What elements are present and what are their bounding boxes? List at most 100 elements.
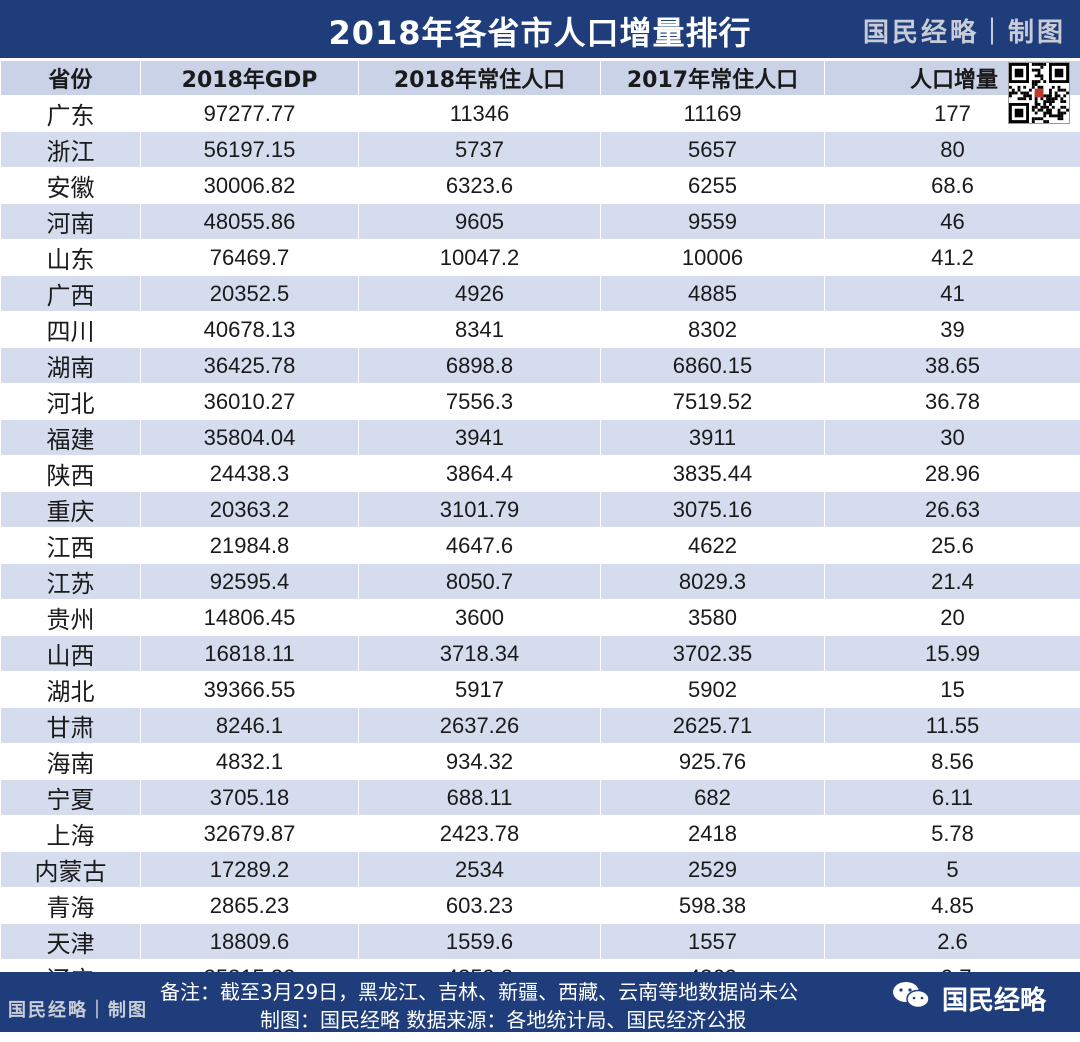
cell-province: 陕西 bbox=[0, 455, 141, 492]
cell-gdp-2018: 17289.2 bbox=[140, 851, 359, 888]
cell-province: 福建 bbox=[0, 419, 141, 456]
cell-gdp-2018: 36425.78 bbox=[140, 347, 359, 384]
cell-population-2018: 603.23 bbox=[358, 887, 601, 924]
cell-province: 上海 bbox=[0, 815, 141, 852]
cell-gdp-2018: 18809.6 bbox=[140, 923, 359, 960]
cell-population-2018: 7556.3 bbox=[358, 383, 601, 420]
table-row: 四川 40678.13 8341 8302 39 bbox=[0, 311, 1080, 348]
footer-note: 备注：截至3月29日，黑龙江、吉林、新疆、西藏、云南等地数据尚未公 bbox=[160, 980, 799, 1004]
cell-province: 河南 bbox=[0, 203, 141, 240]
cell-population-increase: 30 bbox=[824, 419, 1080, 456]
cell-population-increase: 41 bbox=[824, 275, 1080, 312]
cell-population-2018: 2423.78 bbox=[358, 815, 601, 852]
cell-population-2017: 8302 bbox=[600, 311, 825, 348]
cell-gdp-2018: 20352.5 bbox=[140, 275, 359, 312]
cell-population-2018: 2534 bbox=[358, 851, 601, 888]
cell-population-2018: 4647.6 bbox=[358, 527, 601, 564]
cell-province: 湖南 bbox=[0, 347, 141, 384]
cell-gdp-2018: 2865.23 bbox=[140, 887, 359, 924]
cell-population-2018: 9605 bbox=[358, 203, 601, 240]
footer-source: 制图：国民经略 数据来源：各地统计局、国民经济公报 bbox=[260, 1008, 747, 1032]
qr-code-icon bbox=[1008, 62, 1070, 124]
cell-population-2017: 3075.16 bbox=[600, 491, 825, 528]
cell-population-2017: 598.38 bbox=[600, 887, 825, 924]
table-row: 上海 32679.87 2423.78 2418 5.78 bbox=[0, 815, 1080, 852]
table-row: 山东 76469.7 10047.2 10006 41.2 bbox=[0, 239, 1080, 276]
cell-province: 海南 bbox=[0, 743, 141, 780]
cell-population-2017: 3580 bbox=[600, 599, 825, 636]
cell-population-2017: 2418 bbox=[600, 815, 825, 852]
cell-province: 山西 bbox=[0, 635, 141, 672]
cell-population-increase: 6.11 bbox=[824, 779, 1080, 816]
cell-gdp-2018: 3705.18 bbox=[140, 779, 359, 816]
cell-population-2017: 2529 bbox=[600, 851, 825, 888]
cell-gdp-2018: 39366.55 bbox=[140, 671, 359, 708]
footer-brand-name: 国民经略 bbox=[941, 986, 1046, 1016]
cell-population-2017: 8029.3 bbox=[600, 563, 825, 600]
cell-population-increase: 20 bbox=[824, 599, 1080, 636]
cell-province: 内蒙古 bbox=[0, 851, 141, 888]
table-row: 甘肃 8246.1 2637.26 2625.71 11.55 bbox=[0, 707, 1080, 744]
cell-population-increase: 15.99 bbox=[824, 635, 1080, 672]
table-row: 湖北 39366.55 5917 5902 15 bbox=[0, 671, 1080, 708]
cell-population-2018: 3864.4 bbox=[358, 455, 601, 492]
cell-province: 湖北 bbox=[0, 671, 141, 708]
cell-population-2017: 2625.71 bbox=[600, 707, 825, 744]
cell-population-2017: 3835.44 bbox=[600, 455, 825, 492]
cell-province: 广东 bbox=[0, 95, 141, 132]
cell-province: 浙江 bbox=[0, 131, 141, 168]
cell-population-2018: 3941 bbox=[358, 419, 601, 456]
cell-province: 江西 bbox=[0, 527, 141, 564]
table-row: 青海 2865.23 603.23 598.38 4.85 bbox=[0, 887, 1080, 924]
cell-gdp-2018: 48055.86 bbox=[140, 203, 359, 240]
table-row: 河南 48055.86 9605 9559 46 bbox=[0, 203, 1080, 240]
cell-population-2018: 11346 bbox=[358, 95, 601, 132]
cell-gdp-2018: 14806.45 bbox=[140, 599, 359, 636]
cell-population-increase: 5 bbox=[824, 851, 1080, 888]
cell-population-increase: 80 bbox=[824, 131, 1080, 168]
cell-population-2018: 3101.79 bbox=[358, 491, 601, 528]
table-row: 贵州 14806.45 3600 3580 20 bbox=[0, 599, 1080, 636]
cell-province: 贵州 bbox=[0, 599, 141, 636]
cell-province: 山东 bbox=[0, 239, 141, 276]
cell-gdp-2018: 36010.27 bbox=[140, 383, 359, 420]
cell-population-2017: 6255 bbox=[600, 167, 825, 204]
cell-population-2018: 2637.26 bbox=[358, 707, 601, 744]
column-header-gdp-2018: 2018年GDP bbox=[140, 60, 359, 96]
cell-gdp-2018: 32679.87 bbox=[140, 815, 359, 852]
cell-population-2017: 5902 bbox=[600, 671, 825, 708]
cell-population-2018: 5737 bbox=[358, 131, 601, 168]
table-row: 天津 18809.6 1559.6 1557 2.6 bbox=[0, 923, 1080, 960]
table-row: 江苏 92595.4 8050.7 8029.3 21.4 bbox=[0, 563, 1080, 600]
cell-province: 宁夏 bbox=[0, 779, 141, 816]
table-row: 广西 20352.5 4926 4885 41 bbox=[0, 275, 1080, 312]
table-row: 内蒙古 17289.2 2534 2529 5 bbox=[0, 851, 1080, 888]
cell-population-increase: 4.85 bbox=[824, 887, 1080, 924]
cell-gdp-2018: 16818.11 bbox=[140, 635, 359, 672]
table-row: 河北 36010.27 7556.3 7519.52 36.78 bbox=[0, 383, 1080, 420]
cell-population-2018: 4926 bbox=[358, 275, 601, 312]
cell-population-2018: 8341 bbox=[358, 311, 601, 348]
cell-population-2018: 6323.6 bbox=[358, 167, 601, 204]
cell-population-2017: 11169 bbox=[600, 95, 825, 132]
cell-population-increase: 8.56 bbox=[824, 743, 1080, 780]
cell-gdp-2018: 56197.15 bbox=[140, 131, 359, 168]
table-row: 陕西 24438.3 3864.4 3835.44 28.96 bbox=[0, 455, 1080, 492]
title-bar: 2018年各省市人口增量排行 国民经略｜制图 bbox=[0, 0, 1080, 58]
cell-province: 天津 bbox=[0, 923, 141, 960]
table-body: 广东 97277.77 11346 11169 177 浙江 56197.15 5737 565… bbox=[0, 95, 1080, 1032]
cell-gdp-2018: 20363.2 bbox=[140, 491, 359, 528]
cell-population-increase: 46 bbox=[824, 203, 1080, 240]
footer-brand-mark: 国民经略｜制图 bbox=[8, 1000, 148, 1021]
cell-population-2018: 8050.7 bbox=[358, 563, 601, 600]
cell-province: 青海 bbox=[0, 887, 141, 924]
title-brand-mark: 国民经略｜制图 bbox=[862, 18, 1066, 48]
cell-population-increase: 41.2 bbox=[824, 239, 1080, 276]
cell-population-2017: 6860.15 bbox=[600, 347, 825, 384]
cell-population-2017: 925.76 bbox=[600, 743, 825, 780]
cell-gdp-2018: 24438.3 bbox=[140, 455, 359, 492]
cell-population-increase: 38.65 bbox=[824, 347, 1080, 384]
cell-population-2018: 5917 bbox=[358, 671, 601, 708]
cell-gdp-2018: 76469.7 bbox=[140, 239, 359, 276]
